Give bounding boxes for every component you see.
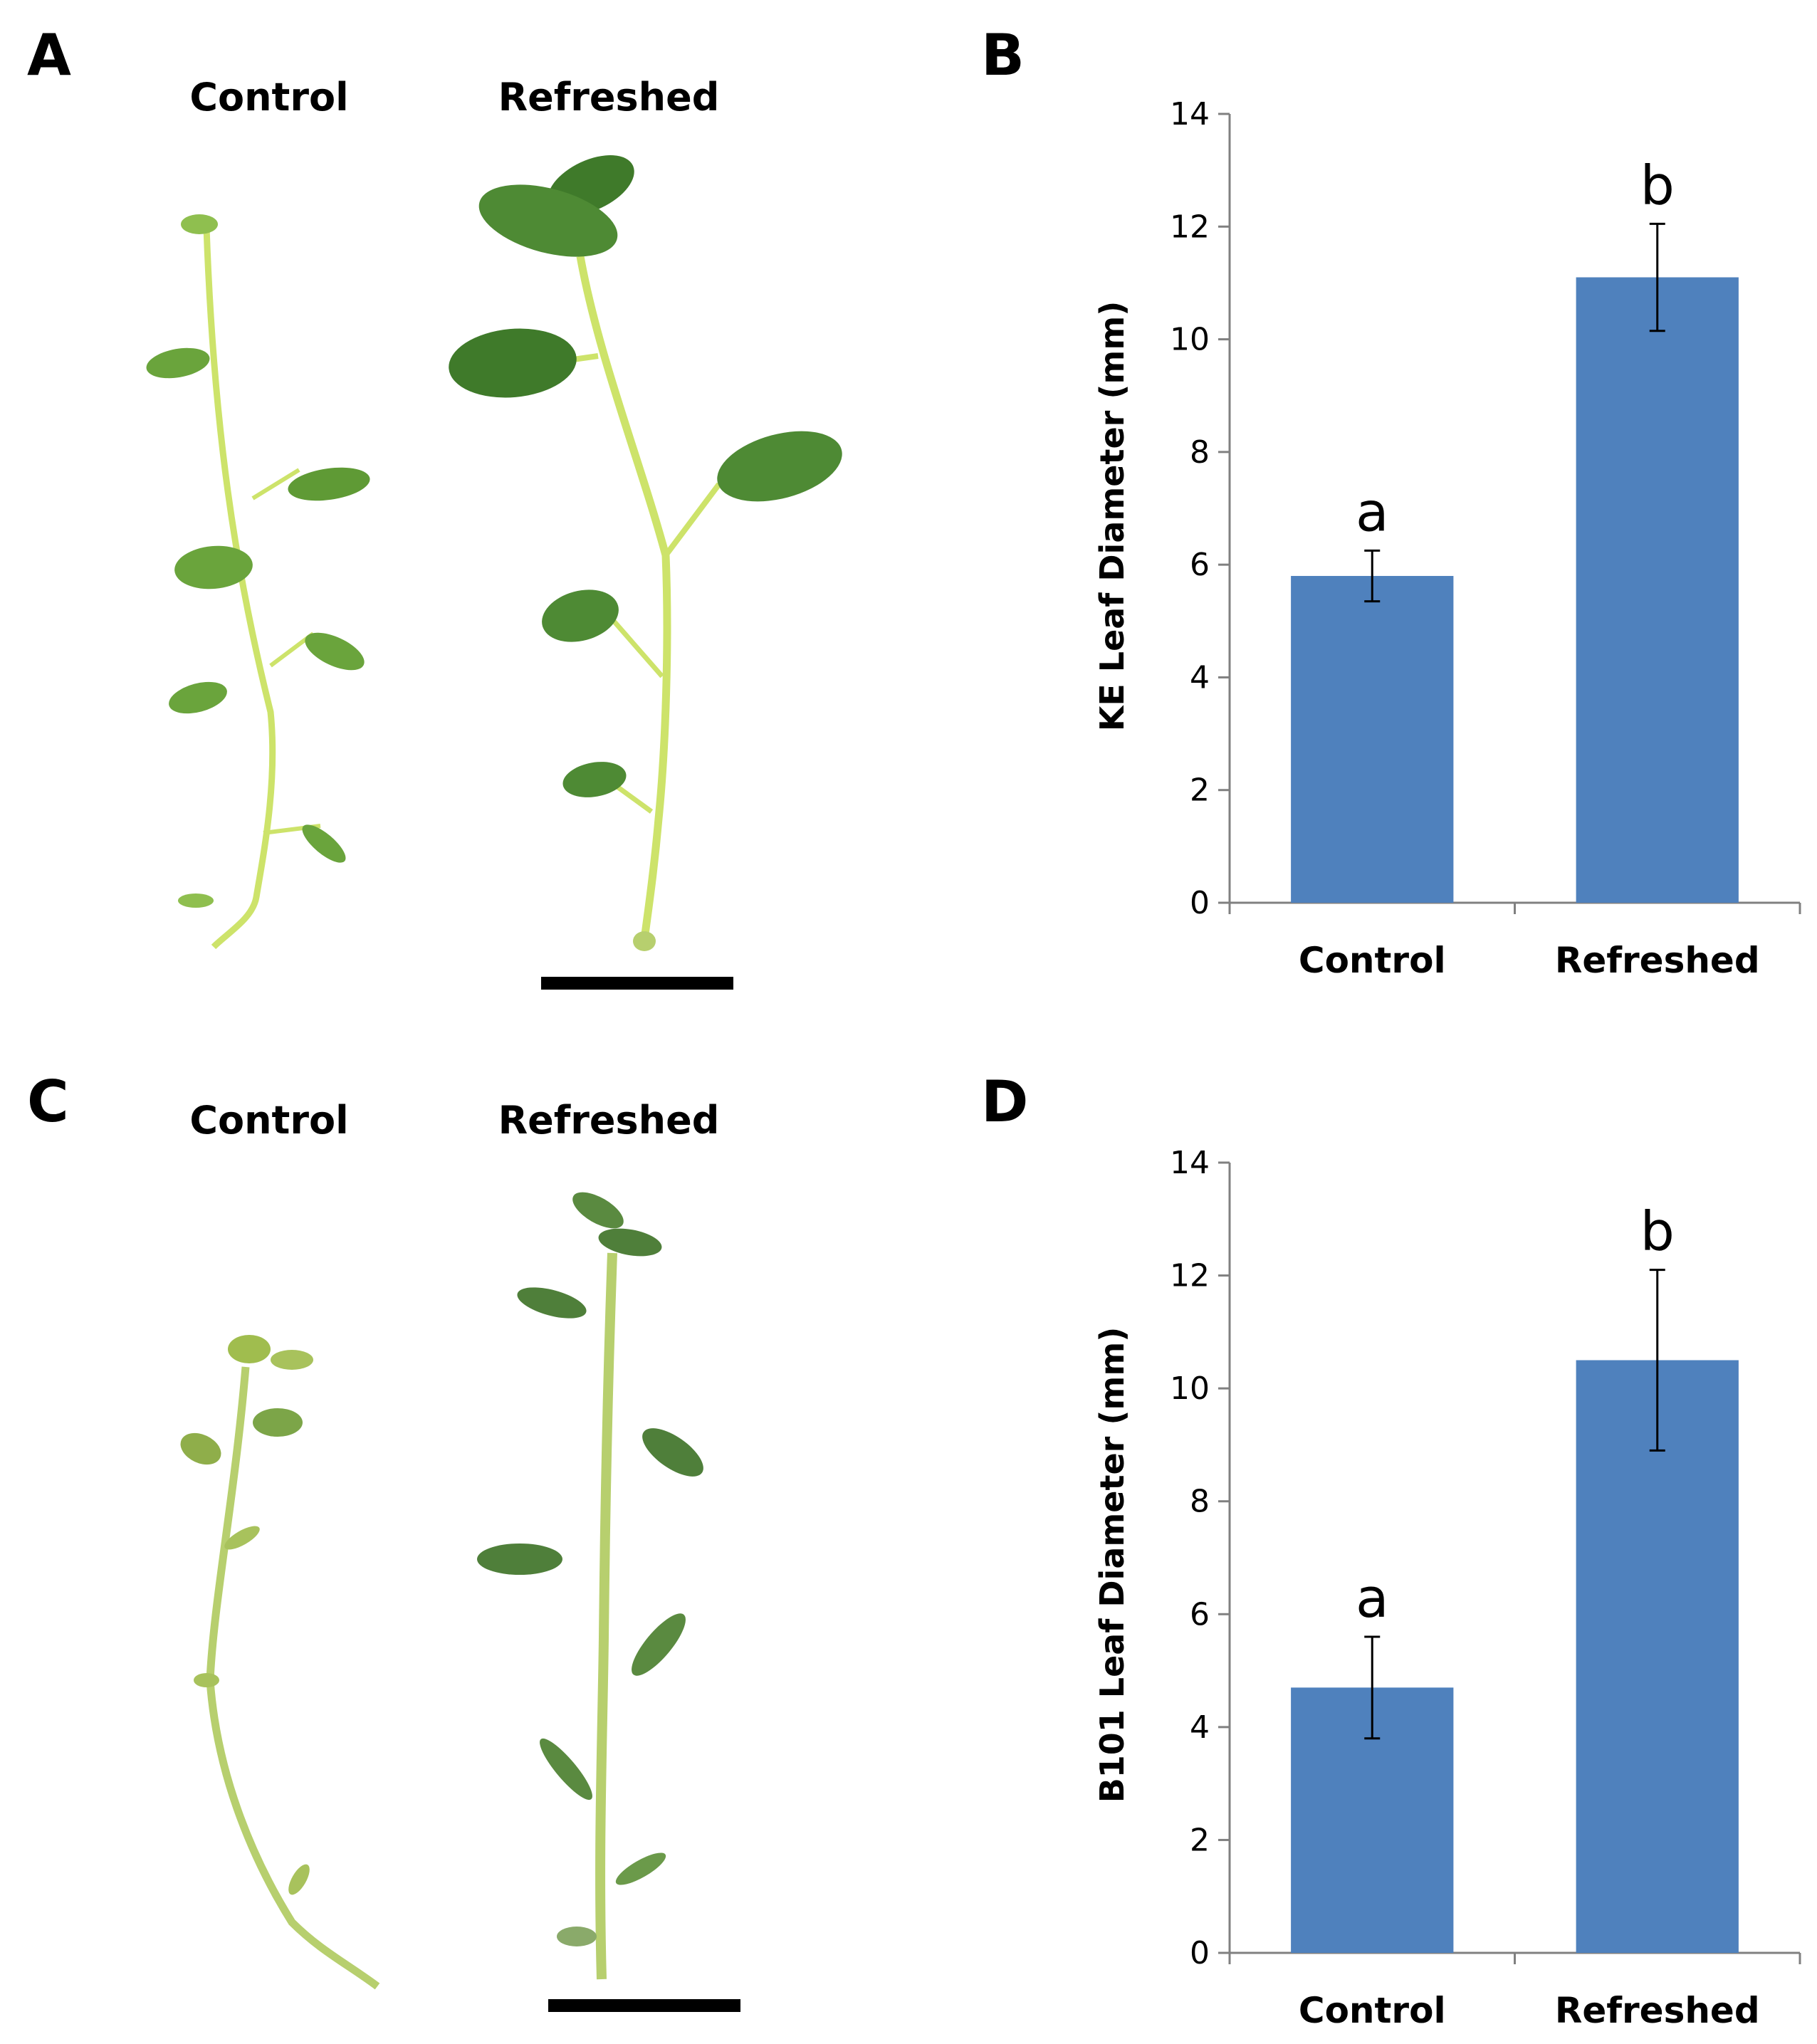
scale-bar <box>548 1999 740 2012</box>
plant-a-control <box>146 214 370 950</box>
y-tick-label: 14 <box>1170 1145 1210 1181</box>
x-category-label: Control <box>1299 1990 1446 2031</box>
photo-panel-c <box>180 1192 740 2012</box>
leaf <box>181 214 218 234</box>
chart-b-error-bars <box>1364 222 1665 603</box>
leaf <box>572 1192 624 1229</box>
chart-d-bars <box>1291 1360 1739 1953</box>
leaf <box>642 1428 703 1477</box>
y-tick-label: 0 <box>1190 885 1210 921</box>
leaf <box>305 632 365 671</box>
leaf <box>633 931 656 951</box>
y-tick-label: 12 <box>1170 209 1210 245</box>
leaf <box>180 1432 221 1465</box>
leaf <box>478 184 618 257</box>
y-tick-label: 8 <box>1190 1484 1210 1520</box>
leaf <box>271 1350 313 1370</box>
significance-letter: b <box>1640 1200 1675 1263</box>
significance-letter: a <box>1356 480 1389 543</box>
leaf <box>146 347 210 379</box>
significance-letter: a <box>1356 1566 1389 1630</box>
leaf <box>615 1852 666 1885</box>
chart-d-categories: Control Refreshed <box>1299 1990 1760 2031</box>
chart-d-y-axis-title: B101 Leaf Diameter (mm) <box>1093 1327 1131 1803</box>
leaf <box>540 1738 592 1801</box>
chart-d-error-bars <box>1364 1269 1665 1740</box>
x-category-label: Control <box>1299 940 1446 981</box>
y-tick-label: 14 <box>1170 96 1210 132</box>
leaf <box>169 681 227 714</box>
leaf <box>224 1526 260 1550</box>
y-tick-label: 4 <box>1190 1709 1210 1746</box>
leaf <box>228 1335 271 1363</box>
leaf <box>288 1864 310 1895</box>
y-tick-label: 6 <box>1190 547 1210 583</box>
photo-a-control-label: Control <box>189 75 348 120</box>
leaf <box>449 328 577 398</box>
panel-letter-a: A <box>27 22 71 88</box>
bar-refreshed <box>1576 277 1739 903</box>
y-tick-label: 10 <box>1170 1370 1210 1407</box>
plant-stem <box>576 256 671 940</box>
leaf <box>253 1408 303 1437</box>
plant-stem <box>203 227 276 950</box>
panel-letter-b: B <box>981 22 1025 88</box>
chart-b-categories: Control Refreshed <box>1299 940 1760 981</box>
panel-letter-d: D <box>981 1069 1028 1135</box>
leaf <box>632 1613 686 1676</box>
y-tick-label: 8 <box>1190 434 1210 471</box>
y-tick-label: 0 <box>1190 1935 1210 1971</box>
plant-c-refreshed <box>477 1192 703 1980</box>
leaf <box>288 467 370 501</box>
leaf <box>194 1673 219 1687</box>
y-tick-label: 4 <box>1190 659 1210 696</box>
y-tick-label: 12 <box>1170 1258 1210 1294</box>
chart-b-bars <box>1291 277 1739 903</box>
y-tick-label: 10 <box>1170 322 1210 358</box>
x-category-label: Refreshed <box>1555 940 1760 981</box>
chart-d-significance: ab <box>1356 1200 1675 1630</box>
y-tick-label: 2 <box>1190 1822 1210 1858</box>
leaf <box>542 589 619 642</box>
bar-control <box>1291 575 1454 903</box>
leaf <box>174 545 253 589</box>
leaf <box>477 1544 562 1575</box>
plant-c-control <box>180 1335 380 1990</box>
photo-c-refreshed-label: Refreshed <box>498 1098 720 1143</box>
chart-b-significance: ab <box>1356 153 1675 543</box>
panel-letter-c: C <box>27 1069 69 1135</box>
leaf <box>178 893 214 908</box>
scale-bar <box>541 977 733 990</box>
leaf <box>517 1287 587 1319</box>
plant-stem <box>595 1252 617 1980</box>
photo-a-refreshed-label: Refreshed <box>498 75 720 120</box>
y-tick-label: 2 <box>1190 772 1210 809</box>
chart-b-y-axis-title: KE Leaf Diameter (mm) <box>1093 301 1131 732</box>
chart-b-y-ticks: 0 2 4 6 8 10 12 14 <box>1170 96 1230 921</box>
leaf <box>302 824 346 863</box>
plant-stem <box>206 1366 380 1990</box>
leaf <box>557 1927 597 1946</box>
photo-panel-a <box>146 155 842 990</box>
leaf <box>562 762 627 797</box>
plant-a-refreshed <box>449 155 842 951</box>
significance-letter: b <box>1640 153 1675 216</box>
y-tick-label: 6 <box>1190 1596 1210 1632</box>
photo-c-control-label: Control <box>189 1098 348 1143</box>
leaf <box>598 1228 662 1257</box>
leaf <box>717 431 842 502</box>
x-category-label: Refreshed <box>1555 1990 1760 2031</box>
chart-d-y-ticks: 0 2 4 6 8 10 12 14 <box>1170 1145 1230 1971</box>
bar-refreshed <box>1576 1360 1739 1953</box>
